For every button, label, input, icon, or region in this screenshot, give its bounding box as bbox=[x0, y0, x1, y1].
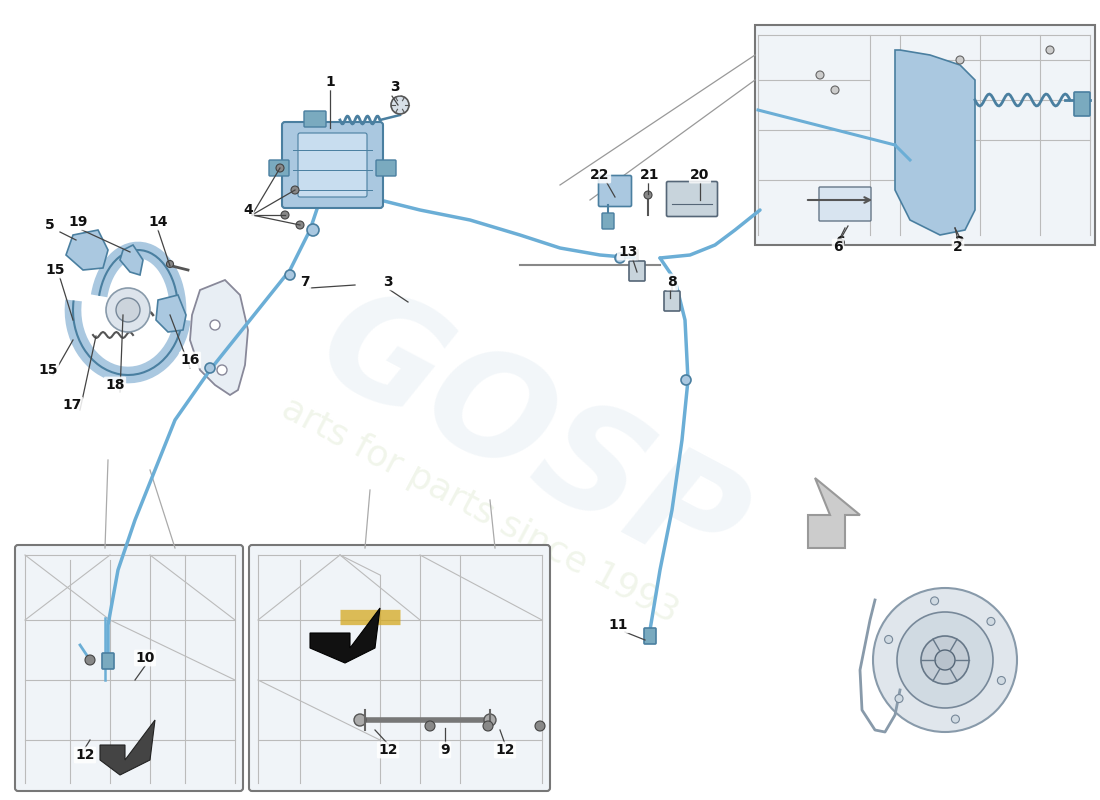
Circle shape bbox=[484, 714, 496, 726]
Text: 6: 6 bbox=[833, 240, 843, 254]
Circle shape bbox=[931, 597, 938, 605]
Polygon shape bbox=[310, 608, 380, 663]
Text: GOSP: GOSP bbox=[296, 271, 764, 609]
Polygon shape bbox=[156, 295, 186, 332]
Circle shape bbox=[816, 71, 824, 79]
Text: 4: 4 bbox=[243, 203, 253, 217]
FancyBboxPatch shape bbox=[298, 133, 367, 197]
Text: 3: 3 bbox=[383, 275, 393, 289]
Circle shape bbox=[884, 635, 892, 643]
Text: 2: 2 bbox=[953, 240, 962, 254]
FancyBboxPatch shape bbox=[598, 175, 631, 206]
Circle shape bbox=[292, 186, 299, 194]
Text: 15: 15 bbox=[45, 263, 65, 277]
Circle shape bbox=[644, 191, 652, 199]
FancyBboxPatch shape bbox=[376, 160, 396, 176]
FancyBboxPatch shape bbox=[1074, 92, 1090, 116]
FancyBboxPatch shape bbox=[667, 182, 717, 217]
FancyBboxPatch shape bbox=[664, 291, 680, 311]
Text: 21: 21 bbox=[640, 168, 660, 182]
Circle shape bbox=[895, 694, 903, 702]
Text: 7: 7 bbox=[300, 275, 310, 289]
FancyBboxPatch shape bbox=[270, 160, 289, 176]
Circle shape bbox=[425, 721, 435, 731]
Text: 14: 14 bbox=[148, 215, 167, 229]
Circle shape bbox=[390, 96, 409, 114]
Circle shape bbox=[535, 721, 544, 731]
Circle shape bbox=[873, 588, 1018, 732]
FancyBboxPatch shape bbox=[249, 545, 550, 791]
Text: 12: 12 bbox=[495, 743, 515, 757]
Circle shape bbox=[166, 261, 174, 267]
Circle shape bbox=[280, 211, 289, 219]
Circle shape bbox=[681, 375, 691, 385]
FancyBboxPatch shape bbox=[282, 122, 383, 208]
Text: 16: 16 bbox=[180, 353, 200, 367]
Circle shape bbox=[921, 636, 969, 684]
Circle shape bbox=[483, 721, 493, 731]
Text: 22: 22 bbox=[591, 168, 609, 182]
Polygon shape bbox=[895, 50, 975, 235]
FancyBboxPatch shape bbox=[644, 628, 656, 644]
Circle shape bbox=[116, 298, 140, 322]
Circle shape bbox=[952, 715, 959, 723]
Circle shape bbox=[296, 221, 304, 229]
Circle shape bbox=[987, 618, 996, 626]
Circle shape bbox=[307, 224, 319, 236]
Text: 10: 10 bbox=[135, 651, 155, 665]
Text: 2: 2 bbox=[955, 235, 965, 249]
FancyBboxPatch shape bbox=[304, 111, 326, 127]
Polygon shape bbox=[120, 245, 143, 275]
Circle shape bbox=[85, 655, 95, 665]
Text: 9: 9 bbox=[440, 743, 450, 757]
Circle shape bbox=[998, 677, 1005, 685]
Text: 20: 20 bbox=[691, 168, 710, 182]
FancyBboxPatch shape bbox=[755, 25, 1094, 245]
FancyBboxPatch shape bbox=[820, 187, 871, 221]
Circle shape bbox=[956, 56, 964, 64]
Circle shape bbox=[205, 363, 214, 373]
Text: 13: 13 bbox=[618, 245, 638, 259]
Text: 1: 1 bbox=[326, 75, 334, 89]
FancyBboxPatch shape bbox=[629, 261, 645, 281]
Circle shape bbox=[106, 288, 150, 332]
Text: 12: 12 bbox=[378, 743, 398, 757]
Text: 6: 6 bbox=[835, 235, 845, 249]
FancyBboxPatch shape bbox=[602, 213, 614, 229]
Circle shape bbox=[615, 253, 625, 263]
Polygon shape bbox=[190, 280, 248, 395]
Polygon shape bbox=[808, 478, 860, 548]
Text: 19: 19 bbox=[68, 215, 88, 229]
Text: 3: 3 bbox=[390, 80, 399, 94]
Text: 12: 12 bbox=[75, 748, 95, 762]
FancyBboxPatch shape bbox=[15, 545, 243, 791]
Polygon shape bbox=[100, 720, 155, 775]
Polygon shape bbox=[66, 230, 108, 270]
FancyBboxPatch shape bbox=[102, 653, 114, 669]
Text: 5: 5 bbox=[45, 218, 55, 232]
Text: 15: 15 bbox=[39, 363, 57, 377]
Text: 8: 8 bbox=[667, 275, 676, 289]
Circle shape bbox=[830, 86, 839, 94]
Circle shape bbox=[285, 270, 295, 280]
Circle shape bbox=[896, 612, 993, 708]
Circle shape bbox=[217, 365, 227, 375]
Text: 11: 11 bbox=[608, 618, 628, 632]
Circle shape bbox=[354, 714, 366, 726]
Circle shape bbox=[1046, 46, 1054, 54]
Circle shape bbox=[276, 164, 284, 172]
Circle shape bbox=[210, 320, 220, 330]
Text: 17: 17 bbox=[63, 398, 81, 412]
Circle shape bbox=[935, 650, 955, 670]
Text: 18: 18 bbox=[106, 378, 124, 392]
Text: arts for parts since 1993: arts for parts since 1993 bbox=[276, 390, 684, 630]
